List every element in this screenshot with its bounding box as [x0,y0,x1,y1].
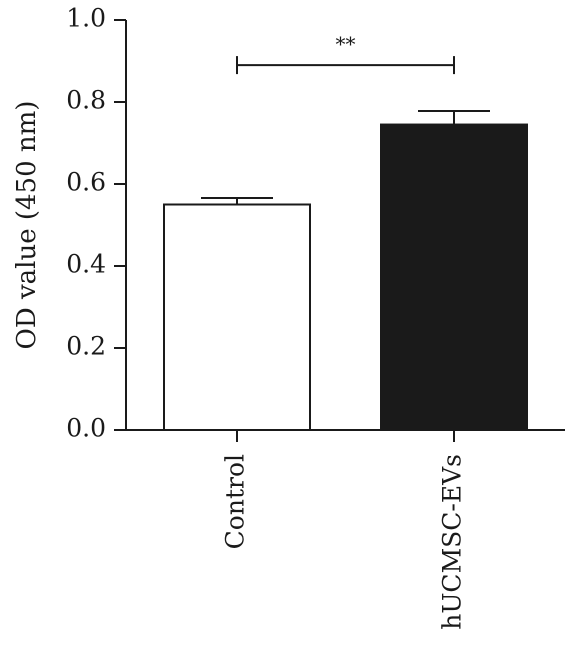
y-tick-label: 0.6 [66,168,106,197]
y-axis: 0.0 0.2 0.4 0.6 0.8 1.0 [66,4,127,443]
bars [163,123,528,432]
significance-annotations: ** [236,32,455,75]
y-axis-title: OD value (450 nm) [12,101,42,350]
bar-hucmsc-evs [380,123,528,432]
y-tick-label: 1.0 [66,4,106,33]
significance-label: ** [336,32,356,56]
x-category-label: hUCMSC-EVs [438,454,467,630]
bar-control [163,203,311,431]
x-category-label: Control [221,454,250,549]
y-tick-label: 0.8 [66,86,106,115]
error-bars [201,110,490,205]
y-tick-label: 0.4 [66,250,106,279]
x-axis: Control hUCMSC-EVs [126,429,565,630]
y-tick-label: 0.2 [66,332,106,361]
y-tick-label: 0.0 [66,414,106,443]
